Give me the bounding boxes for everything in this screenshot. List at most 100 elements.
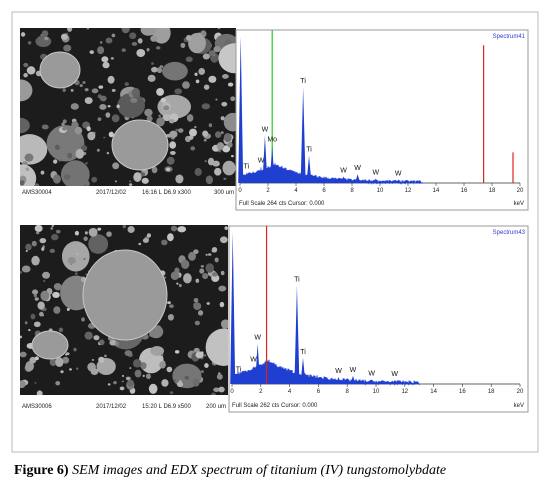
particle bbox=[37, 301, 45, 310]
peak bbox=[251, 365, 257, 384]
particle bbox=[34, 183, 40, 186]
particle bbox=[42, 271, 51, 279]
x-unit: keV bbox=[514, 403, 524, 409]
particle bbox=[160, 97, 167, 103]
particle bbox=[34, 356, 39, 361]
particle bbox=[230, 96, 236, 102]
particle bbox=[163, 105, 170, 111]
particle bbox=[168, 304, 174, 308]
particle bbox=[25, 360, 35, 372]
particle bbox=[28, 329, 31, 332]
peak-label: W bbox=[354, 165, 361, 172]
particle bbox=[218, 285, 227, 292]
particle bbox=[50, 227, 54, 230]
particle bbox=[110, 57, 114, 60]
particle bbox=[194, 320, 200, 326]
particle bbox=[76, 367, 79, 370]
particle bbox=[170, 271, 180, 281]
particle bbox=[189, 128, 197, 137]
particle bbox=[29, 356, 37, 364]
particle bbox=[87, 131, 96, 141]
particle bbox=[109, 339, 117, 346]
particle bbox=[65, 353, 68, 356]
particle bbox=[111, 114, 120, 123]
peak bbox=[238, 36, 244, 183]
particle bbox=[20, 180, 25, 186]
particle bbox=[195, 278, 200, 283]
particle bbox=[203, 354, 207, 357]
x-tick-label: 6 bbox=[322, 188, 326, 194]
particle bbox=[38, 36, 41, 39]
peak bbox=[392, 379, 398, 384]
particle bbox=[146, 48, 150, 52]
particle bbox=[97, 117, 102, 122]
particle bbox=[176, 381, 184, 388]
peak bbox=[341, 176, 347, 183]
particle bbox=[111, 33, 116, 38]
particle bbox=[145, 373, 151, 380]
particle bbox=[62, 88, 66, 92]
particle bbox=[20, 79, 33, 102]
particle bbox=[159, 361, 166, 369]
particle bbox=[138, 242, 142, 246]
particle bbox=[177, 226, 187, 233]
particle bbox=[201, 103, 211, 110]
particle bbox=[190, 146, 196, 151]
sem-image bbox=[20, 225, 228, 412]
particle bbox=[156, 67, 163, 74]
particle bbox=[62, 126, 68, 131]
particle bbox=[90, 368, 99, 375]
particle bbox=[23, 73, 28, 78]
sem-info-bar bbox=[20, 186, 236, 198]
peak bbox=[294, 285, 300, 384]
x-tick-label: 14 bbox=[430, 389, 437, 395]
peak-label: Ti bbox=[294, 276, 300, 283]
particle bbox=[60, 370, 64, 374]
particle bbox=[127, 379, 134, 387]
particle bbox=[84, 97, 93, 104]
x-unit: keV bbox=[514, 201, 524, 207]
particle bbox=[223, 177, 227, 180]
particle bbox=[208, 75, 217, 83]
particle bbox=[140, 28, 157, 36]
particle bbox=[61, 241, 90, 272]
particle bbox=[218, 149, 221, 153]
particle bbox=[161, 239, 168, 246]
particle bbox=[115, 341, 119, 346]
particle bbox=[131, 41, 138, 46]
particle bbox=[141, 177, 149, 184]
particle bbox=[106, 231, 112, 237]
particle bbox=[99, 339, 105, 346]
peak bbox=[306, 155, 312, 183]
particle bbox=[99, 95, 107, 102]
particle bbox=[200, 351, 204, 355]
particle bbox=[75, 272, 78, 275]
particle bbox=[55, 381, 61, 386]
particle bbox=[63, 44, 72, 52]
particle bbox=[62, 356, 70, 364]
particle bbox=[67, 28, 73, 32]
spectrum-name: Spectrum41 bbox=[493, 34, 526, 40]
x-tick-label: 18 bbox=[488, 389, 495, 395]
particle bbox=[151, 66, 158, 73]
particle bbox=[204, 160, 207, 163]
peak-label: Mo bbox=[267, 137, 277, 144]
peak-label: W bbox=[368, 370, 375, 377]
particle bbox=[156, 87, 165, 96]
particle bbox=[167, 301, 171, 305]
particle bbox=[41, 124, 49, 130]
peak-label: Ti bbox=[236, 366, 242, 373]
particle bbox=[33, 321, 41, 328]
particle bbox=[202, 130, 209, 137]
particle bbox=[58, 159, 62, 162]
particle bbox=[137, 38, 143, 44]
particle bbox=[217, 28, 221, 30]
particle bbox=[32, 289, 39, 295]
particle bbox=[23, 62, 29, 68]
x-tick-label: 4 bbox=[294, 188, 298, 194]
particle bbox=[221, 101, 228, 107]
particle bbox=[140, 362, 147, 370]
particle bbox=[53, 283, 62, 290]
particle bbox=[101, 56, 109, 63]
x-tick-label: 0 bbox=[230, 389, 234, 395]
